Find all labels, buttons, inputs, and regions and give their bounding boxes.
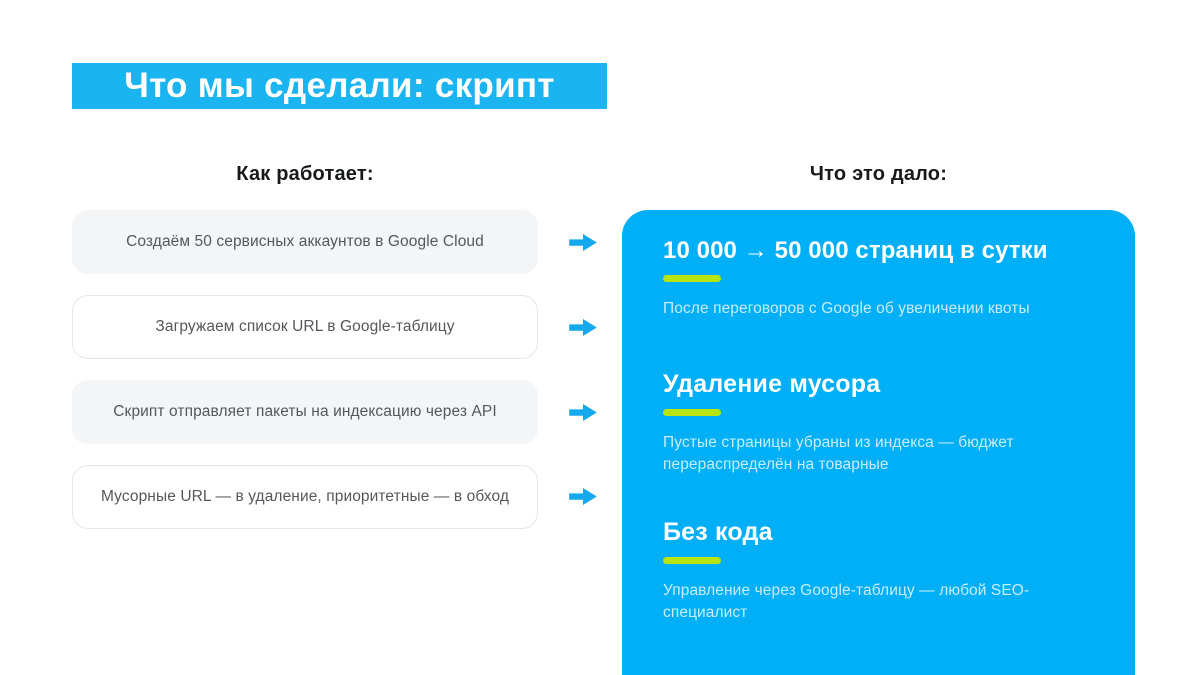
accent-underline xyxy=(663,557,721,564)
slide-title-bar: Что мы сделали: скрипт xyxy=(72,63,607,109)
step-box: Загружаем список URL в Google-таблицу xyxy=(72,295,538,359)
step-text: Скрипт отправляет пакеты на индексацию ч… xyxy=(113,403,497,420)
result-heading: Удаление мусора xyxy=(663,370,881,398)
result-description: Управление через Google-таблицу — любой … xyxy=(663,582,1030,621)
left-column-header: Как работает: xyxy=(236,163,374,185)
results-panel: 10 000 → 50 000 страниц в сутки После пе… xyxy=(622,210,1135,675)
accent-underline xyxy=(663,409,721,416)
slide-title: Что мы сделали: скрипт xyxy=(124,66,555,105)
step-box: Мусорные URL — в удаление, приоритетные … xyxy=(72,465,538,529)
result-section: Удаление мусора Пустые страницы убраны и… xyxy=(663,370,1105,476)
step-text: Создаём 50 сервисных аккаунтов в Google … xyxy=(126,233,484,250)
step-box: Создаём 50 сервисных аккаунтов в Google … xyxy=(72,210,538,274)
step-box: Скрипт отправляет пакеты на индексацию ч… xyxy=(72,380,538,444)
result-section: 10 000 → 50 000 страниц в сутки После пе… xyxy=(663,237,1105,320)
result-heading: Без кода xyxy=(663,518,773,546)
accent-underline xyxy=(663,275,721,282)
arrow-right-icon xyxy=(569,488,597,505)
result-section: Без кода Управление через Google-таблицу… xyxy=(663,518,1105,624)
step-text: Загружаем список URL в Google-таблицу xyxy=(155,318,455,335)
steps-list: Создаём 50 сервисных аккаунтов в Google … xyxy=(72,210,538,529)
result-heading: 10 000 → 50 000 страниц в сутки xyxy=(663,237,1048,264)
arrow-right-icon xyxy=(569,319,597,336)
right-column-header: Что это дало: xyxy=(809,163,948,185)
step-text: Мусорные URL — в удаление, приоритетные … xyxy=(100,488,509,505)
result-description: После переговоров с Google об увеличении… xyxy=(663,300,1030,317)
result-description: Пустые страницы убраны из индекса — бюдж… xyxy=(663,434,1014,473)
arrow-right-icon xyxy=(569,404,597,421)
arrow-right-icon xyxy=(569,234,597,251)
